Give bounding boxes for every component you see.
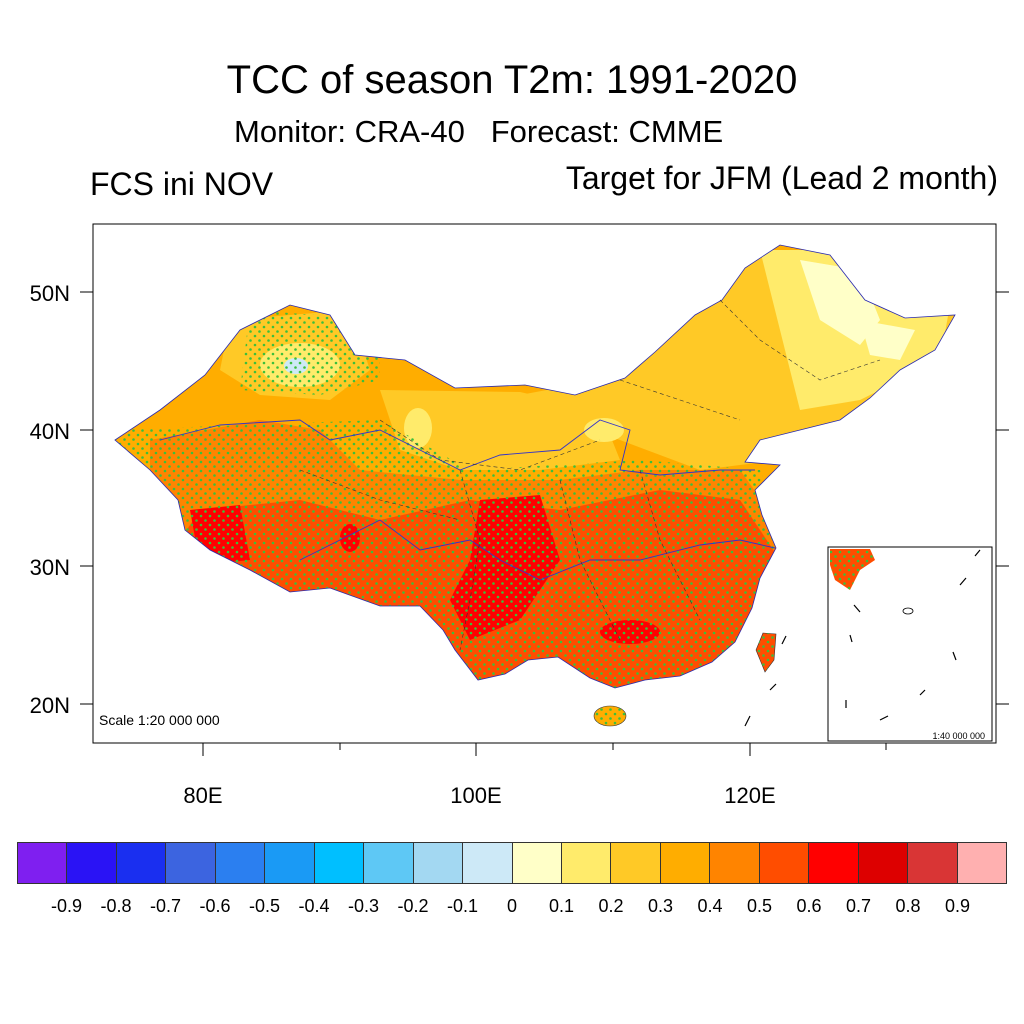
- colorbar-swatch: [710, 843, 760, 883]
- colorbar-swatch: [116, 843, 167, 883]
- map-scale: Scale 1:20 000 000: [99, 712, 220, 728]
- colorbar-swatch: [660, 843, 711, 883]
- china-border: [114, 244, 956, 689]
- lon-label-120e: 120E: [724, 783, 775, 808]
- colorbar-label: -0.6: [199, 896, 231, 916]
- target-label: Target for JFM (Lead 2 month): [565, 160, 998, 196]
- colorbar-label: 0.5: [746, 896, 773, 916]
- lon-label-100e: 100E: [450, 783, 501, 808]
- colorbar-label: 0.9: [944, 896, 971, 916]
- colorbar-swatch: [512, 843, 562, 883]
- colorbar-swatch: [463, 843, 513, 883]
- colorbar-label: 0.2: [598, 896, 624, 916]
- south-china-sea-inset: 1:40 000 000: [827, 546, 993, 742]
- colorbar-label: -0.7: [149, 896, 182, 916]
- map-frame: [92, 223, 997, 744]
- colorbar-swatch: [611, 843, 661, 883]
- yangtze-river: [299, 519, 776, 581]
- lon-label-80e: 80E: [183, 783, 222, 808]
- chart-title: TCC of season T2m: 1991-2020: [226, 58, 798, 102]
- colorbar-label: -0.2: [397, 896, 429, 916]
- chart-subtitle: Monitor: CRA-40 Forecast: CMME: [234, 114, 724, 149]
- colorbar-swatch: [166, 843, 216, 883]
- axis-ticks: [80, 291, 1009, 756]
- colorbar-swatch: [215, 843, 266, 883]
- colorbar-labels: -0.9 -0.8 -0.7 -0.6 -0.5 -0.4 -0.3 -0.2 -0.1 0 0.1…: [0, 896, 1024, 920]
- colorbar-label: -0.4: [298, 896, 330, 916]
- colorbar: [17, 842, 1007, 884]
- colorbar-label: 0.4: [697, 896, 723, 916]
- colorbar-swatch: [957, 843, 1007, 883]
- colorbar-label: 0.3: [647, 896, 674, 916]
- colorbar-swatch: [858, 843, 909, 883]
- colorbar-label: 0.1: [548, 896, 575, 916]
- inset-scale: 1:40 000 000: [932, 731, 985, 741]
- colorbar-swatch: [364, 843, 414, 883]
- colorbar-label: -0.3: [347, 896, 380, 916]
- colorbar-swatch: [809, 843, 859, 883]
- lat-label-40n: 40N: [30, 419, 70, 444]
- colorbar-swatch: [18, 843, 68, 883]
- province-boundaries: [299, 299, 881, 651]
- colorbar-swatch: [314, 843, 365, 883]
- sea-dashes: [744, 635, 787, 727]
- colorbar-label: 0.6: [796, 896, 822, 916]
- yellow-river: [159, 419, 755, 476]
- colorbar-swatch: [759, 843, 810, 883]
- init-label: FCS ini NOV: [90, 166, 274, 202]
- colorbar-swatch: [67, 843, 117, 883]
- colorbar-swatch: [265, 843, 315, 883]
- colorbar-label: -0.9: [50, 896, 83, 916]
- colorbar-label: 0: [506, 896, 518, 916]
- colorbar-label: -0.8: [100, 896, 132, 916]
- colorbar-label: 0.7: [845, 896, 872, 916]
- lat-label-30n: 30N: [30, 555, 70, 580]
- colorbar-label: 0.8: [895, 896, 921, 916]
- lat-label-50n: 50N: [30, 281, 70, 306]
- colorbar-swatch: [908, 843, 958, 883]
- colorbar-swatch: [561, 843, 612, 883]
- colorbar-swatch: [413, 843, 464, 883]
- colorbar-label: -0.5: [248, 896, 281, 916]
- colorbar-label: -0.1: [446, 896, 479, 916]
- lat-label-20n: 20N: [30, 693, 70, 718]
